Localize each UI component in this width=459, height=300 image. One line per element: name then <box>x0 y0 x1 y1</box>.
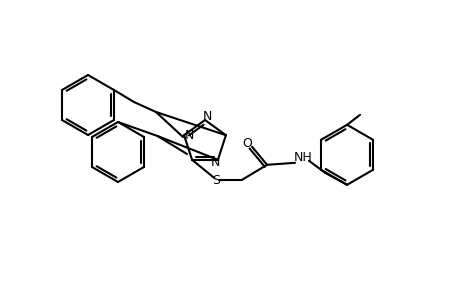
Text: N: N <box>202 110 211 124</box>
Text: N: N <box>211 156 220 169</box>
Text: NH: NH <box>293 151 312 164</box>
Text: N: N <box>184 129 193 142</box>
Text: O: O <box>241 137 252 150</box>
Text: S: S <box>212 174 219 187</box>
